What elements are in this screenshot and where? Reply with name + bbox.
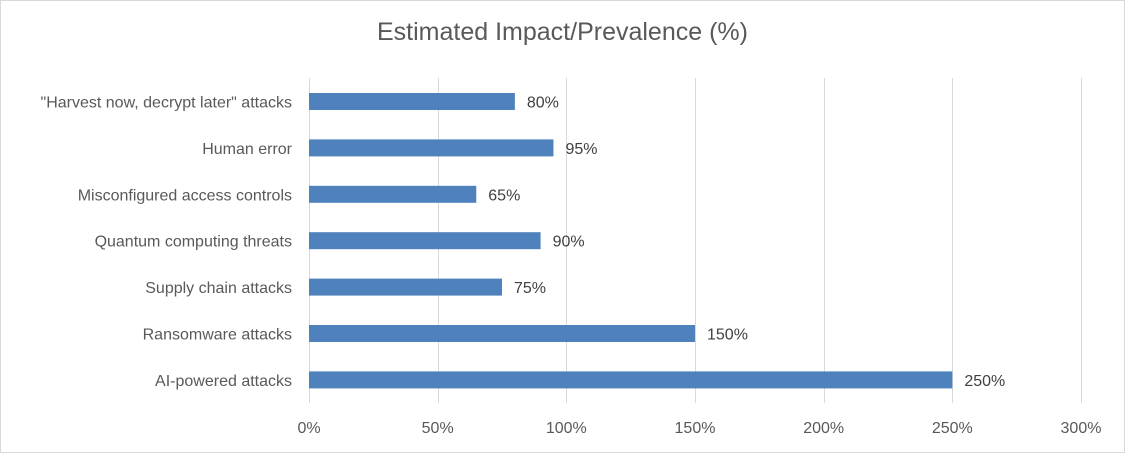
data-label: 250%: [964, 373, 1005, 390]
category-label: Supply chain attacks: [145, 280, 292, 297]
x-tick-label: 0%: [297, 420, 320, 437]
data-label: 95%: [565, 141, 597, 158]
bar: [309, 185, 477, 203]
x-tick-label: 200%: [803, 420, 844, 437]
x-tick-label: 300%: [1061, 420, 1102, 437]
bar: [309, 371, 953, 389]
bar: [309, 232, 541, 250]
data-label: 90%: [553, 234, 585, 251]
bar: [309, 139, 554, 157]
bars: [309, 93, 953, 389]
data-label: 80%: [527, 95, 559, 112]
bar: [309, 325, 695, 342]
x-tick-labels: 0% 50% 100% 150% 200% 250% 300%: [297, 420, 1101, 437]
data-labels: 80% 95% 65% 90% 75% 150% 250%: [488, 95, 1005, 390]
category-label: Human error: [202, 141, 292, 158]
category-label: Ransomware attacks: [143, 327, 292, 344]
category-label: "Harvest now, decrypt later" attacks: [41, 95, 292, 112]
x-tick-label: 250%: [932, 420, 973, 437]
x-tick-label: 150%: [675, 420, 716, 437]
bar: [309, 278, 502, 296]
x-tick-label: 100%: [546, 420, 587, 437]
category-label: AI-powered attacks: [155, 373, 292, 390]
category-label: Quantum computing threats: [95, 234, 292, 251]
bar: [309, 93, 515, 110]
category-labels: "Harvest now, decrypt later" attacks Huma…: [41, 95, 293, 390]
chart-title: Estimated Impact/Prevalence (%): [377, 18, 748, 46]
data-label: 150%: [707, 327, 748, 344]
x-tick-label: 50%: [422, 420, 454, 437]
grid-lines: [309, 78, 1082, 403]
data-label: 75%: [514, 280, 546, 297]
data-label: 65%: [488, 187, 520, 204]
category-label: Misconfigured access controls: [78, 187, 292, 204]
